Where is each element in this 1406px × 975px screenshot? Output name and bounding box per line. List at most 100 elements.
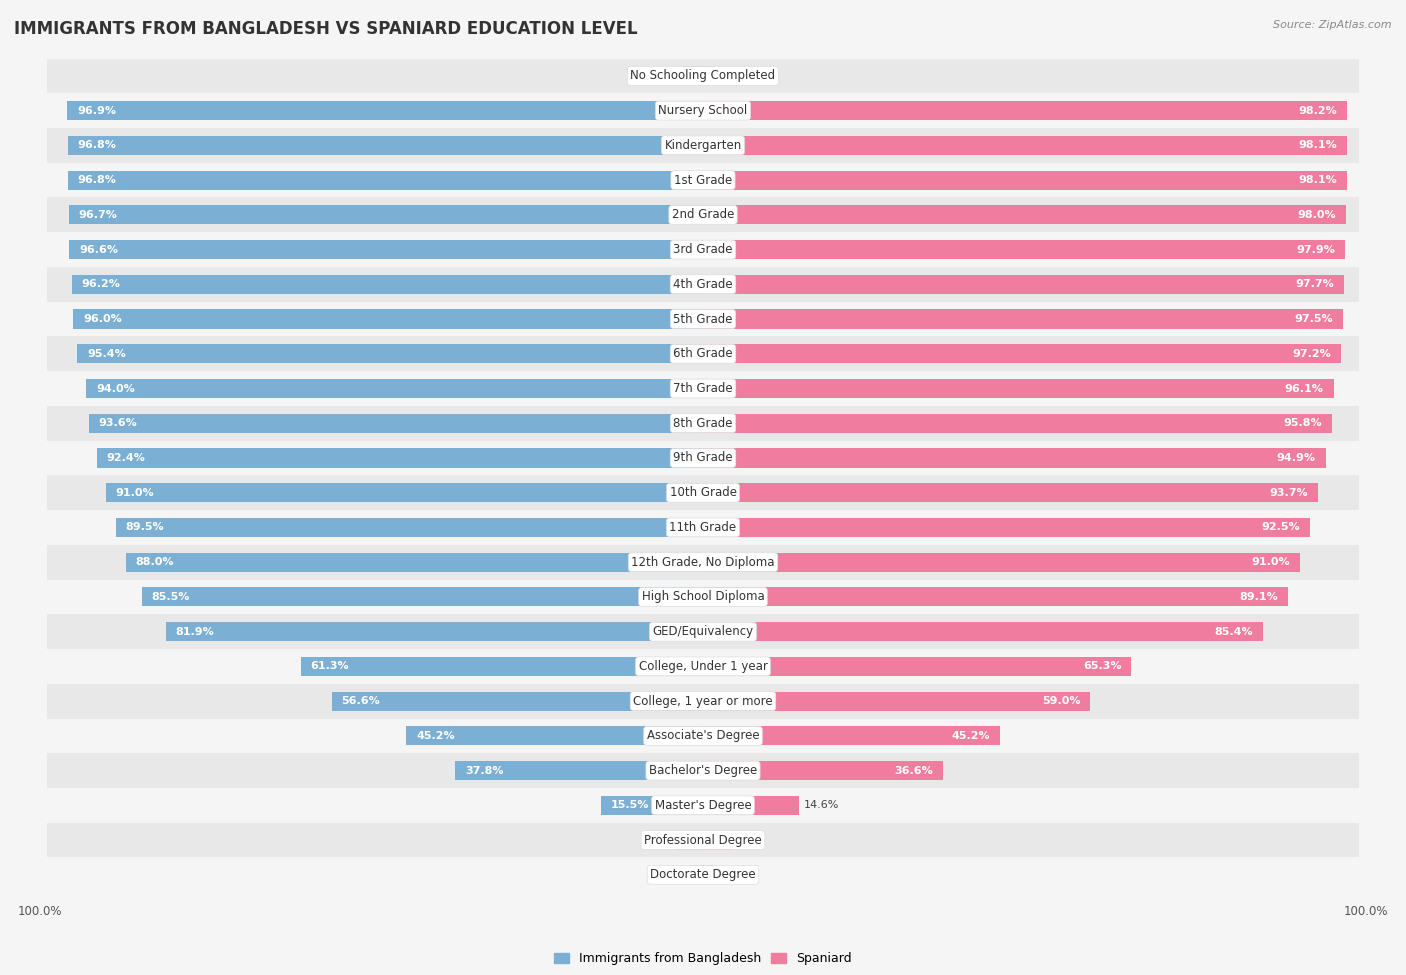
Text: IMMIGRANTS FROM BANGLADESH VS SPANIARD EDUCATION LEVEL: IMMIGRANTS FROM BANGLADESH VS SPANIARD E… [14, 20, 638, 37]
Bar [703, 657, 1132, 676]
Text: No Schooling Completed: No Schooling Completed [630, 69, 776, 82]
Bar [703, 691, 1090, 711]
Text: 9th Grade: 9th Grade [673, 451, 733, 464]
Text: 81.9%: 81.9% [176, 627, 214, 637]
Bar [46, 649, 1360, 683]
Text: 97.2%: 97.2% [1292, 349, 1331, 359]
Text: College, 1 year or more: College, 1 year or more [633, 694, 773, 708]
Bar [692, 865, 703, 884]
Bar [46, 163, 1360, 198]
Text: 10th Grade: 10th Grade [669, 487, 737, 499]
Bar [46, 754, 1360, 788]
Bar [46, 371, 1360, 406]
Bar [406, 726, 703, 746]
Text: Master's Degree: Master's Degree [655, 799, 751, 812]
Text: 96.1%: 96.1% [1285, 383, 1323, 394]
Text: 96.6%: 96.6% [79, 245, 118, 254]
Bar [46, 128, 1360, 163]
Text: 96.0%: 96.0% [83, 314, 122, 324]
Text: 93.6%: 93.6% [98, 418, 138, 428]
Text: College, Under 1 year: College, Under 1 year [638, 660, 768, 673]
Text: 93.7%: 93.7% [1270, 488, 1308, 497]
Bar [703, 796, 799, 815]
Text: 15.5%: 15.5% [612, 800, 650, 810]
Legend: Immigrants from Bangladesh, Spaniard: Immigrants from Bangladesh, Spaniard [550, 948, 856, 970]
Text: 97.7%: 97.7% [1295, 279, 1334, 290]
Bar [46, 58, 1360, 94]
Bar [703, 553, 1301, 571]
Text: 91.0%: 91.0% [1251, 557, 1291, 567]
Text: 89.5%: 89.5% [125, 523, 165, 532]
Bar [46, 788, 1360, 823]
Text: 96.9%: 96.9% [77, 105, 117, 116]
Bar [703, 240, 1346, 259]
Bar [703, 136, 1347, 155]
Bar [46, 301, 1360, 336]
Bar [332, 691, 703, 711]
Bar [115, 518, 703, 537]
Bar [46, 232, 1360, 267]
Bar [46, 614, 1360, 649]
Bar [89, 413, 703, 433]
Text: Doctorate Degree: Doctorate Degree [650, 869, 756, 881]
Bar [673, 831, 703, 849]
Bar [73, 309, 703, 329]
Text: 98.0%: 98.0% [1298, 210, 1336, 219]
Text: 88.0%: 88.0% [135, 557, 174, 567]
Text: 96.8%: 96.8% [77, 140, 117, 150]
Bar [703, 726, 1000, 746]
Text: 1.9%: 1.9% [721, 71, 749, 81]
Bar [46, 198, 1360, 232]
Text: High School Diploma: High School Diploma [641, 591, 765, 604]
Bar [46, 857, 1360, 892]
Bar [72, 275, 703, 293]
Text: Professional Degree: Professional Degree [644, 834, 762, 846]
Bar [46, 545, 1360, 579]
Text: 97.5%: 97.5% [1295, 314, 1333, 324]
Bar [703, 761, 943, 780]
Bar [703, 518, 1310, 537]
Text: 95.8%: 95.8% [1284, 418, 1322, 428]
Text: 3.1%: 3.1% [650, 71, 678, 81]
Text: 11th Grade: 11th Grade [669, 521, 737, 534]
Bar [67, 136, 703, 155]
Bar [97, 448, 703, 468]
Bar [703, 171, 1347, 189]
Text: 1.8%: 1.8% [658, 870, 686, 879]
Text: 14.6%: 14.6% [804, 800, 839, 810]
Text: 56.6%: 56.6% [342, 696, 380, 706]
Bar [77, 344, 703, 364]
Text: 95.4%: 95.4% [87, 349, 125, 359]
Bar [703, 622, 1264, 642]
Text: 5th Grade: 5th Grade [673, 313, 733, 326]
Bar [703, 275, 1344, 293]
Bar [46, 441, 1360, 476]
Text: 12th Grade, No Diploma: 12th Grade, No Diploma [631, 556, 775, 568]
Bar [46, 510, 1360, 545]
Text: 45.2%: 45.2% [416, 731, 456, 741]
Text: Bachelor's Degree: Bachelor's Degree [650, 764, 756, 777]
Bar [69, 206, 703, 224]
Text: 85.4%: 85.4% [1215, 627, 1254, 637]
Text: Source: ZipAtlas.com: Source: ZipAtlas.com [1274, 20, 1392, 29]
Bar [67, 101, 703, 120]
Bar [703, 448, 1326, 468]
Bar [86, 379, 703, 398]
Text: 7th Grade: 7th Grade [673, 382, 733, 395]
Text: 4th Grade: 4th Grade [673, 278, 733, 291]
Text: 1st Grade: 1st Grade [673, 174, 733, 186]
Bar [683, 66, 703, 86]
Bar [703, 344, 1341, 364]
Text: 6th Grade: 6th Grade [673, 347, 733, 361]
Bar [703, 66, 716, 86]
Text: 37.8%: 37.8% [465, 765, 503, 775]
Bar [46, 406, 1360, 441]
Bar [46, 683, 1360, 719]
Bar [703, 309, 1343, 329]
Text: 3rd Grade: 3rd Grade [673, 243, 733, 256]
Text: 96.8%: 96.8% [77, 176, 117, 185]
Text: 65.3%: 65.3% [1083, 661, 1122, 672]
Bar [46, 579, 1360, 614]
Bar [105, 484, 703, 502]
Bar [703, 865, 716, 884]
